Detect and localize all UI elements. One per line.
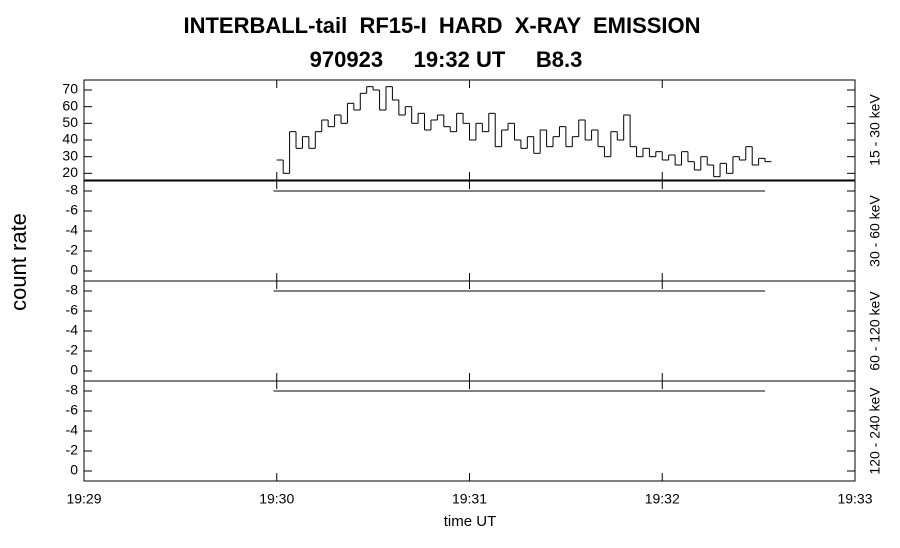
- y-tick-label: -8: [66, 382, 79, 398]
- x-tick-label: 19:32: [645, 491, 680, 507]
- y-tick-label: -2: [66, 242, 79, 258]
- y-tick-label: -4: [66, 222, 79, 238]
- y-tick-label: -4: [66, 422, 79, 438]
- x-tick-label: 19:31: [452, 491, 487, 507]
- x-tick-label: 19:33: [837, 491, 872, 507]
- panel-label: 60 - 120 keV: [867, 291, 883, 371]
- y-tick-label: 0: [70, 262, 78, 278]
- y-tick-label: 0: [70, 362, 78, 378]
- y-tick-label: 20: [62, 164, 78, 180]
- y-tick-label: -6: [66, 402, 79, 418]
- chart-subtitle: 970923 19:32 UT B8.3: [310, 47, 583, 72]
- y-tick-label: -2: [66, 442, 79, 458]
- y-tick-label: 40: [62, 131, 78, 147]
- y-tick-label: 60: [62, 97, 78, 113]
- panel-label: 30 - 60 keV: [867, 195, 883, 267]
- y-tick-label: 70: [62, 81, 78, 97]
- panel-label: 15 - 30 keV: [867, 94, 883, 166]
- x-axis-label: time UT: [444, 513, 497, 530]
- y-tick-label: 50: [62, 114, 78, 130]
- y-tick-label: -8: [66, 182, 79, 198]
- y-tick-label: 30: [62, 147, 78, 163]
- y-axis-label: count rate: [6, 213, 31, 311]
- y-tick-label: -6: [66, 302, 79, 318]
- y-tick-label: -8: [66, 282, 79, 298]
- y-tick-label: -4: [66, 322, 79, 338]
- panel-label: 120 - 240 keV: [867, 387, 883, 475]
- y-tick-label: 0: [70, 462, 78, 478]
- y-tick-label: -6: [66, 202, 79, 218]
- y-tick-label: -2: [66, 342, 79, 358]
- x-tick-label: 19:29: [66, 491, 101, 507]
- chart-title: INTERBALL-tail RF15-I HARD X-RAY EMISSIO…: [183, 13, 700, 38]
- x-tick-label: 19:30: [259, 491, 294, 507]
